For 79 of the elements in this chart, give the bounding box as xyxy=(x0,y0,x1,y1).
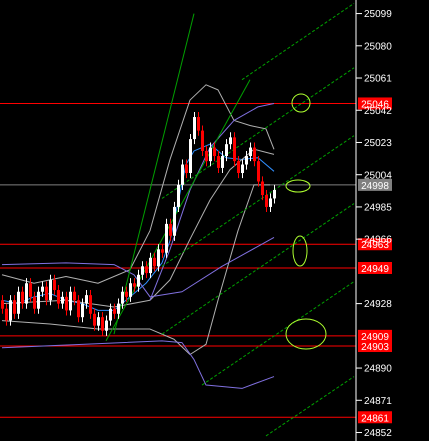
candlestick xyxy=(49,274,52,306)
ref-line-label: 24861 xyxy=(361,413,390,424)
candlestick xyxy=(229,132,232,150)
candlestick xyxy=(61,291,64,310)
candlestick xyxy=(241,158,244,179)
ref-line-label: 24903 xyxy=(361,342,390,354)
candlestick xyxy=(33,291,36,314)
candlestick xyxy=(53,274,56,296)
candlestick xyxy=(117,298,120,320)
candlestick xyxy=(97,312,100,332)
candlestick xyxy=(109,303,112,326)
y-tick-label: 24985 xyxy=(364,202,392,214)
candlestick xyxy=(253,142,256,167)
candlestick xyxy=(85,290,88,310)
candlestick xyxy=(209,142,212,167)
candlestick xyxy=(17,286,20,320)
candlestick xyxy=(45,281,48,306)
candlestick xyxy=(265,189,268,213)
candlestick xyxy=(237,156,240,179)
candlestick xyxy=(245,150,248,170)
candlestick xyxy=(125,286,128,302)
candlestick xyxy=(257,156,260,188)
candlestick xyxy=(137,269,140,292)
candlestick xyxy=(89,290,92,320)
candlestick xyxy=(21,286,24,310)
candlestick xyxy=(13,294,16,320)
candlestick xyxy=(105,314,108,336)
candlestick xyxy=(157,244,160,272)
candlestick xyxy=(77,294,80,323)
candlestick xyxy=(5,303,8,326)
candlestick xyxy=(269,192,272,213)
candlestick xyxy=(113,303,116,320)
y-tick-label: 25023 xyxy=(364,138,392,150)
candlestick xyxy=(249,142,252,162)
candlestick xyxy=(169,218,172,242)
candlestick xyxy=(9,294,12,326)
candlestick xyxy=(73,286,76,306)
candlestick xyxy=(25,278,28,310)
candlestick xyxy=(217,150,220,174)
y-tick-label: 24871 xyxy=(364,396,392,407)
candlestick xyxy=(205,145,208,167)
candlestick xyxy=(93,308,96,332)
candlestick xyxy=(81,298,84,323)
candlestick xyxy=(273,184,276,204)
y-tick-label: 25061 xyxy=(364,74,392,85)
candlestick xyxy=(177,179,180,213)
line-series xyxy=(2,340,274,389)
candlestick xyxy=(193,111,196,145)
candlestick xyxy=(29,278,32,302)
y-tick-label: 24928 xyxy=(364,299,392,310)
y-tick-label: 24852 xyxy=(364,428,392,440)
candlestick xyxy=(221,150,224,174)
candlestick xyxy=(213,142,216,162)
candlestick xyxy=(185,158,188,179)
candlestick xyxy=(233,132,236,167)
candlestick xyxy=(41,281,44,298)
y-tick-label: 25080 xyxy=(364,41,392,52)
candlestick xyxy=(69,286,72,316)
line-series xyxy=(2,184,270,355)
candlestick xyxy=(141,260,144,280)
line-series xyxy=(2,84,274,284)
candlestick xyxy=(149,252,152,279)
candlestick xyxy=(197,111,200,136)
ref-line-label: 24998 xyxy=(361,180,390,192)
candlestick xyxy=(37,286,40,314)
candlestick xyxy=(225,138,228,162)
candlestick xyxy=(1,294,4,314)
ref-line-label: 24949 xyxy=(361,264,390,275)
y-tick-label: 25004 xyxy=(364,170,392,182)
ref-line-label: 24909 xyxy=(361,332,390,343)
candlestick xyxy=(261,176,264,201)
candlestick xyxy=(65,291,68,316)
candlestick xyxy=(201,125,204,157)
candlestick xyxy=(121,286,124,310)
candlestick xyxy=(57,284,60,310)
y-tick-label: 25099 xyxy=(364,9,392,20)
candlestick xyxy=(181,158,184,190)
candlestick xyxy=(129,278,132,302)
y-tick-label: 24890 xyxy=(364,364,392,375)
